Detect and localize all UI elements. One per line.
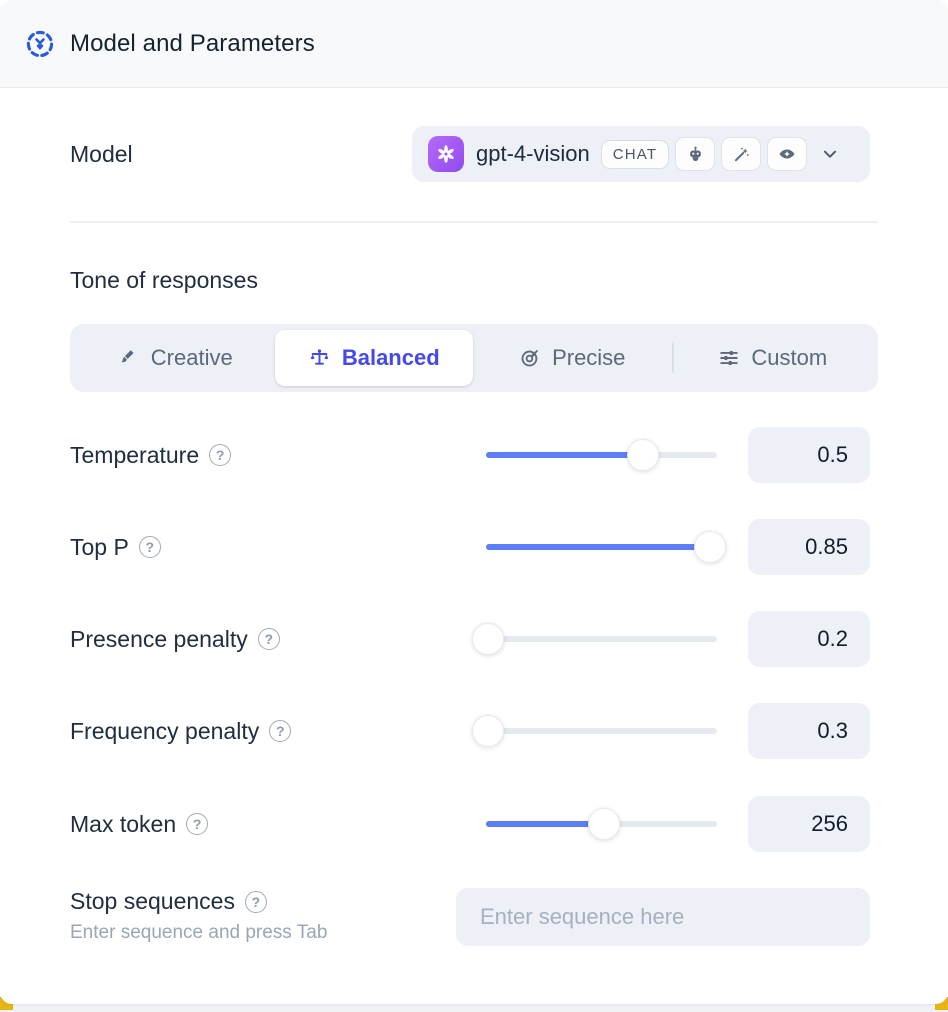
tab-divider — [671, 343, 674, 373]
selected-model-name: gpt-4-vision — [476, 141, 590, 166]
help-icon[interactable]: ? — [244, 890, 267, 913]
tone-heading: Tone of responses — [70, 267, 258, 293]
stop-sequences-label: Stop sequences — [70, 888, 235, 914]
stop-sequences-hint: Enter sequence and press Tab — [70, 922, 328, 943]
divider — [70, 221, 878, 223]
max-token-label: Max token — [70, 811, 177, 837]
top-p-value[interactable]: 0.85 — [748, 519, 870, 575]
model-type-badge: CHAT — [600, 139, 670, 169]
help-icon[interactable]: ? — [138, 536, 161, 558]
slider-fill — [486, 821, 604, 827]
chevron-down-icon[interactable] — [819, 143, 841, 165]
temperature-row: Temperature? 0.5 — [70, 427, 878, 483]
frequency-penalty-slider[interactable] — [472, 703, 717, 759]
tab-label: Precise — [552, 345, 626, 370]
tab-label: Custom — [751, 345, 828, 370]
sliders-icon — [720, 350, 739, 366]
top-p-label: Top P — [70, 534, 129, 560]
magic-wand-icon — [721, 137, 762, 171]
top-p-slider[interactable] — [486, 519, 727, 575]
stop-sequence-input[interactable] — [456, 888, 870, 946]
tab-label: Balanced — [341, 345, 440, 370]
slider-thumb[interactable] — [472, 623, 505, 655]
slider-thumb[interactable] — [694, 531, 727, 563]
temperature-slider[interactable] — [486, 427, 717, 483]
balance-scale-icon — [310, 348, 329, 365]
help-icon[interactable]: ? — [186, 813, 209, 835]
presence-penalty-value[interactable]: 0.2 — [748, 611, 870, 667]
presence-penalty-row: Presence penalty? 0.2 — [70, 611, 878, 667]
slider-track[interactable] — [486, 636, 717, 642]
tab-custom[interactable]: Custom — [674, 330, 873, 386]
slider-fill — [486, 544, 711, 550]
slider-track[interactable] — [486, 728, 717, 734]
temperature-value[interactable]: 0.5 — [748, 427, 870, 483]
robot-icon — [675, 137, 716, 171]
temperature-label: Temperature — [70, 442, 200, 468]
max-token-value[interactable]: 256 — [748, 796, 870, 852]
stop-sequences-row: Stop sequences ? Enter sequence and pres… — [70, 886, 878, 950]
tab-precise[interactable]: Precise — [473, 330, 672, 386]
openai-logo-icon — [428, 136, 464, 172]
panel-title: Model and Parameters — [70, 29, 315, 57]
paintbrush-icon — [121, 350, 134, 363]
vision-eye-icon — [767, 137, 808, 171]
page-bottom-strip — [0, 1002, 948, 1012]
model-row: Model gpt-4-vision CHAT — [70, 126, 878, 182]
model-label: Model — [70, 141, 133, 167]
slider-thumb[interactable] — [472, 715, 505, 747]
tab-label: Creative — [150, 345, 233, 370]
help-icon[interactable]: ? — [209, 444, 232, 466]
model-select[interactable]: gpt-4-vision CHAT — [412, 126, 870, 182]
slider-fill — [486, 452, 644, 458]
top-p-row: Top P? 0.85 — [70, 519, 878, 575]
help-icon[interactable]: ? — [257, 628, 280, 650]
frequency-penalty-row: Frequency penalty? 0.3 — [70, 703, 878, 759]
panel-header: Model and Parameters — [0, 0, 948, 88]
frequency-penalty-value[interactable]: 0.3 — [748, 703, 870, 759]
target-icon — [521, 350, 538, 367]
max-token-row: Max token? 256 — [70, 796, 878, 852]
slider-thumb[interactable] — [587, 808, 620, 840]
tone-tabbar: Creative Balanced Precise — [70, 324, 878, 392]
presence-penalty-slider[interactable] — [472, 611, 717, 667]
tab-creative[interactable]: Creative — [76, 330, 275, 386]
tab-balanced[interactable]: Balanced — [274, 330, 473, 386]
frequency-penalty-label: Frequency penalty — [70, 718, 260, 744]
presence-penalty-label: Presence penalty — [70, 626, 248, 652]
slider-thumb[interactable] — [627, 439, 660, 471]
model-hub-icon — [24, 28, 56, 60]
help-icon[interactable]: ? — [269, 720, 292, 742]
max-token-slider[interactable] — [486, 796, 717, 852]
